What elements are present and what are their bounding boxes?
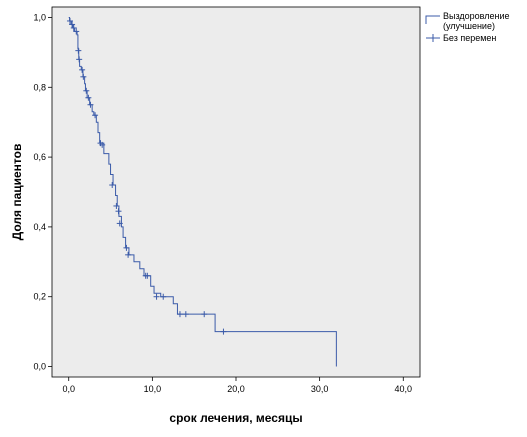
censor-mark	[87, 101, 94, 108]
legend-label-recovery-line2: (улучшение)	[443, 21, 495, 31]
censor-mark	[220, 328, 227, 335]
censor-mark	[153, 293, 160, 300]
legend: Выздоровление (улучшение) Без перемен	[425, 11, 510, 43]
censor-mark	[92, 112, 99, 119]
y-tick-label: 0,8	[33, 82, 46, 92]
censor-mark	[85, 94, 92, 101]
censor-mark	[115, 208, 122, 215]
x-axis: 0,0 10,0 20,0 30,0 40,0	[62, 377, 412, 394]
censor-mark	[144, 272, 151, 279]
legend-symbol-censor	[426, 34, 440, 42]
censor-mark	[109, 182, 116, 189]
censor-mark	[79, 66, 86, 73]
y-tick-label: 1,0	[33, 12, 46, 22]
censor-mark	[66, 17, 73, 24]
censor-mark	[76, 56, 83, 63]
plot-area	[51, 6, 421, 378]
x-tick-label: 10,0	[144, 384, 162, 394]
y-axis: 0,0 0,2 0,4 0,6 0,8 1,0	[33, 12, 52, 372]
y-tick-label: 0,2	[33, 292, 46, 302]
censor-mark	[73, 28, 80, 35]
censor-mark	[123, 244, 130, 251]
censor-mark	[125, 251, 132, 258]
legend-label-recovery: Выздоровление	[443, 11, 510, 21]
y-tick-label: 0,6	[33, 152, 46, 162]
y-tick-label: 0,4	[33, 222, 46, 232]
censor-mark	[99, 141, 106, 148]
censor-mark	[83, 87, 90, 94]
y-tick-label: 0,0	[33, 362, 46, 372]
x-tick-label: 20,0	[227, 384, 245, 394]
censor-mark	[80, 73, 87, 80]
censor-mark	[113, 202, 120, 209]
censor-mark	[160, 293, 167, 300]
censor-mark	[176, 311, 183, 318]
y-axis-label: Доля пациентов	[10, 144, 24, 241]
x-tick-label: 30,0	[311, 384, 329, 394]
censor-mark	[116, 220, 123, 227]
censor-marks	[66, 17, 227, 335]
x-tick-label: 0,0	[62, 384, 75, 394]
censor-mark	[75, 47, 82, 54]
censor-mark	[182, 311, 189, 318]
legend-label-no-change: Без перемен	[443, 33, 496, 43]
censor-mark	[70, 24, 77, 31]
legend-symbol-step	[425, 15, 440, 24]
censor-mark	[69, 21, 76, 28]
censor-mark	[201, 311, 208, 318]
x-tick-label: 40,0	[395, 384, 413, 394]
x-axis-label: срок лечения, месяцы	[169, 411, 302, 425]
